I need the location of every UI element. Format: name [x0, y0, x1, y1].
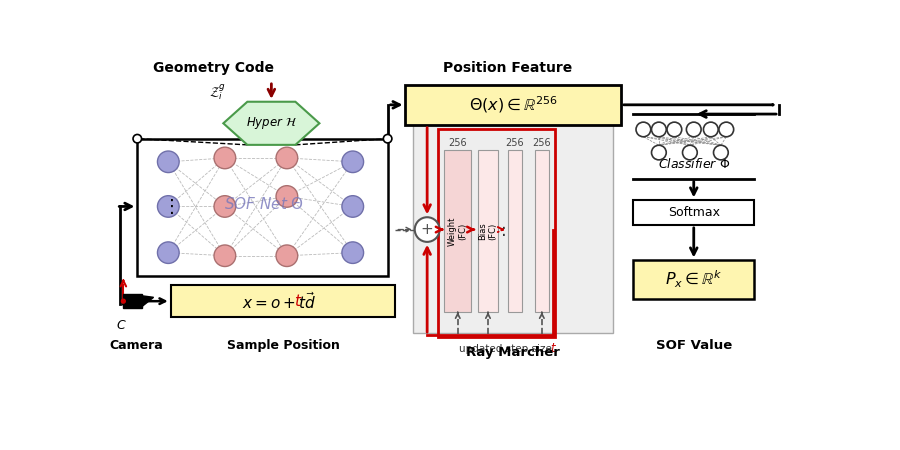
Circle shape — [342, 151, 364, 173]
Circle shape — [704, 122, 718, 137]
Circle shape — [214, 245, 236, 266]
FancyBboxPatch shape — [634, 261, 754, 299]
FancyBboxPatch shape — [508, 150, 522, 312]
Text: $\mathcal{Z}_i^g$: $\mathcal{Z}_i^g$ — [209, 83, 226, 103]
FancyBboxPatch shape — [634, 200, 754, 225]
Circle shape — [276, 147, 298, 169]
Text: $\Theta(x) \in \mathbb{R}^{256}$: $\Theta(x) \in \mathbb{R}^{256}$ — [469, 94, 558, 115]
FancyBboxPatch shape — [478, 150, 498, 312]
Text: Weight
(FC): Weight (FC) — [448, 216, 467, 246]
Text: $x = o + t\vec{d}$: $x = o + t\vec{d}$ — [242, 291, 316, 312]
Circle shape — [214, 196, 236, 217]
Polygon shape — [223, 102, 320, 145]
Circle shape — [276, 186, 298, 207]
Text: Softmax: Softmax — [668, 206, 720, 219]
Text: updated step size: updated step size — [459, 344, 552, 354]
Circle shape — [719, 122, 733, 137]
Circle shape — [133, 135, 141, 143]
Text: Geometry Code: Geometry Code — [153, 61, 274, 75]
Circle shape — [158, 196, 179, 217]
Text: +: + — [421, 222, 434, 237]
Circle shape — [636, 122, 651, 137]
Circle shape — [158, 242, 179, 263]
Text: SOF Net $\Theta$: SOF Net $\Theta$ — [223, 196, 303, 212]
Text: Ray Marcher: Ray Marcher — [466, 346, 560, 359]
Text: SOF Value: SOF Value — [655, 338, 732, 351]
FancyBboxPatch shape — [171, 285, 395, 317]
Text: $\vdots$: $\vdots$ — [162, 197, 175, 216]
Circle shape — [682, 145, 698, 160]
Text: $C$: $C$ — [116, 319, 127, 332]
Circle shape — [652, 122, 666, 137]
Text: $t$: $t$ — [294, 293, 302, 309]
Polygon shape — [142, 296, 154, 306]
Text: Position Feature: Position Feature — [443, 61, 572, 75]
Text: 256: 256 — [506, 138, 524, 148]
Text: $t$: $t$ — [550, 342, 557, 356]
Circle shape — [342, 196, 364, 217]
Circle shape — [667, 122, 681, 137]
Text: 256: 256 — [448, 138, 467, 148]
Circle shape — [415, 217, 439, 242]
Text: :: : — [501, 222, 507, 240]
Circle shape — [714, 145, 728, 160]
Text: Sample Position: Sample Position — [227, 338, 339, 351]
FancyBboxPatch shape — [405, 85, 621, 125]
FancyBboxPatch shape — [413, 111, 613, 333]
Text: Classifier $\Phi$: Classifier $\Phi$ — [658, 157, 730, 171]
Circle shape — [383, 135, 392, 143]
Circle shape — [122, 299, 125, 303]
Circle shape — [214, 147, 236, 169]
Text: $P_x \in \mathbb{R}^k$: $P_x \in \mathbb{R}^k$ — [665, 269, 723, 290]
Circle shape — [342, 242, 364, 263]
Circle shape — [687, 122, 701, 137]
FancyBboxPatch shape — [445, 150, 472, 312]
Circle shape — [158, 151, 179, 173]
Text: Bias
(FC): Bias (FC) — [478, 222, 498, 240]
FancyBboxPatch shape — [535, 150, 549, 312]
Text: Hyper $\mathcal{H}$: Hyper $\mathcal{H}$ — [246, 115, 297, 131]
FancyBboxPatch shape — [138, 139, 388, 276]
FancyBboxPatch shape — [123, 294, 142, 308]
Text: Camera: Camera — [109, 338, 163, 351]
Text: 256: 256 — [533, 138, 551, 148]
Circle shape — [276, 245, 298, 266]
Circle shape — [652, 145, 666, 160]
